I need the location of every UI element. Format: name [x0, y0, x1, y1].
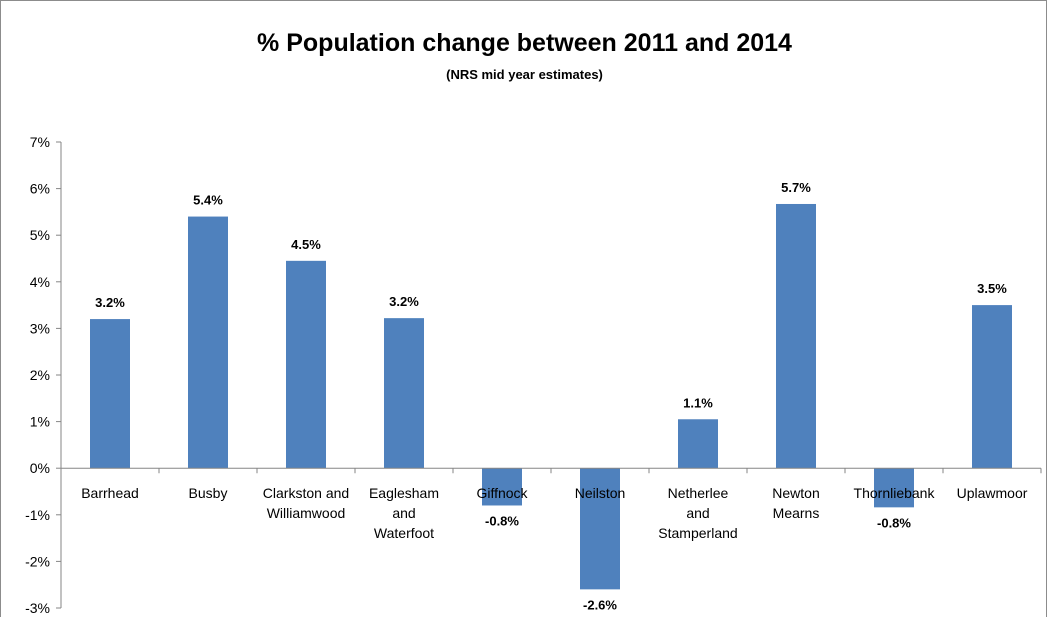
data-label: 3.2%: [95, 295, 125, 310]
chart-subtitle: (NRS mid year estimates): [446, 67, 603, 82]
bar: [678, 419, 718, 469]
category-label: Netherlee and Stamperland: [658, 485, 737, 541]
bar: [874, 468, 914, 508]
bar: [972, 305, 1012, 469]
category-label: Eaglesham and Waterfoot: [369, 485, 439, 541]
y-tick-label: -3%: [25, 600, 50, 616]
data-label: -2.6%: [583, 597, 617, 612]
bar: [90, 319, 130, 469]
data-label: 3.2%: [389, 294, 419, 309]
bar: [776, 203, 816, 469]
bar: [286, 260, 326, 469]
y-tick-label: 0%: [30, 460, 50, 476]
category-label: Busby: [189, 485, 228, 501]
y-tick-label: 1%: [30, 414, 50, 430]
bar: [384, 318, 424, 469]
data-label: 3.5%: [977, 281, 1007, 296]
data-label: -0.8%: [877, 515, 911, 530]
bar: [188, 216, 228, 469]
y-tick-label: 4%: [30, 274, 50, 290]
category-label: Newton Mearns: [772, 485, 819, 521]
category-label: Barrhead: [81, 485, 139, 501]
y-tick-label: -2%: [25, 553, 50, 569]
y-tick-label: 2%: [30, 367, 50, 383]
data-label: 4.5%: [291, 237, 321, 252]
category-label: Thornliebank: [854, 485, 936, 501]
data-label: 1.1%: [683, 395, 713, 410]
chart-title: % Population change between 2011 and 201…: [257, 29, 792, 57]
category-label: Clarkston and Williamwood: [263, 485, 349, 521]
data-label: -0.8%: [485, 513, 519, 528]
data-label: 5.4%: [193, 193, 223, 208]
category-label: Giffnock: [476, 485, 528, 501]
y-tick-label: 3%: [30, 320, 50, 336]
y-tick-label: 7%: [30, 134, 50, 150]
y-tick-label: -1%: [25, 507, 50, 523]
data-label: 5.7%: [781, 180, 811, 195]
category-label: Uplawmoor: [957, 485, 1028, 501]
bar: [482, 468, 522, 506]
category-label: Neilston: [575, 485, 626, 501]
y-tick-label: 5%: [30, 227, 50, 243]
y-tick-label: 6%: [30, 181, 50, 197]
bar: [580, 468, 620, 590]
